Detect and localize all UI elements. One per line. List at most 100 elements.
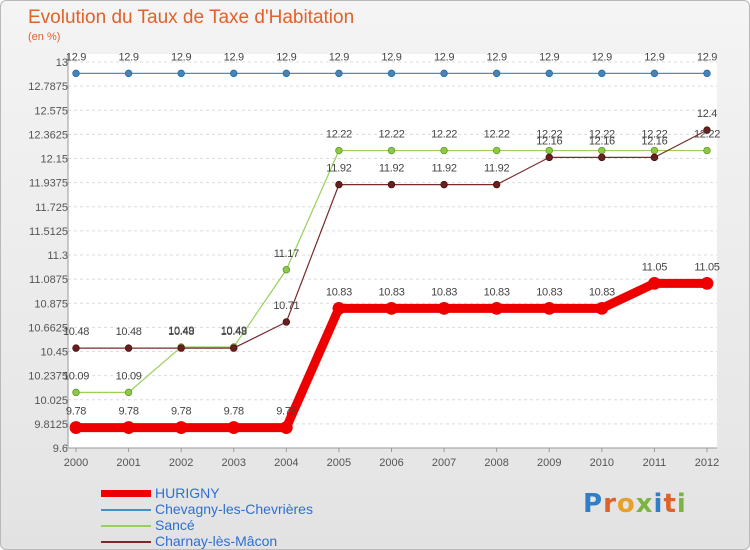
data-label-hurigny: 9.78	[224, 406, 244, 418]
data-label-charnay-les-macon: 11.92	[326, 163, 351, 175]
data-label-charnay-les-macon: 11.92	[379, 163, 404, 175]
data-point-charnay-les-macon	[124, 344, 133, 352]
data-point-hurigny	[595, 301, 609, 315]
data-point-hurigny	[69, 421, 83, 434]
logo-letter: r	[603, 489, 617, 519]
data-label-hurigny: 10.83	[589, 286, 615, 298]
y-tick-label: 11.3	[47, 250, 68, 262]
data-point-charnay-les-macon	[177, 344, 185, 352]
data-point-chevagny-les-chevrieres	[598, 69, 606, 78]
data-label-sance: 12.22	[378, 129, 404, 141]
data-point-hurigny	[122, 421, 135, 434]
logo-letter: P	[583, 489, 604, 519]
data-label-hurigny: 10.83	[326, 286, 352, 298]
data-label-hurigny: 11.05	[642, 261, 667, 273]
data-point-chevagny-les-chevrieres	[72, 69, 80, 78]
data-point-charnay-les-macon	[335, 180, 343, 189]
data-point-hurigny	[542, 301, 556, 315]
data-label-chevagny-les-chevrieres: 12.9	[171, 51, 191, 63]
data-label-charnay-les-macon: 12.16	[641, 135, 667, 147]
data-label-charnay-les-macon: 10.48	[221, 326, 247, 338]
data-point-charnay-les-macon	[598, 153, 606, 162]
data-label-hurigny: 9.78	[276, 406, 296, 418]
data-label-chevagny-les-chevrieres: 12.9	[66, 51, 86, 63]
data-label-charnay-les-macon: 10.71	[273, 300, 299, 312]
data-label-sance: 12.22	[589, 129, 615, 141]
data-label-sance: 12.22	[641, 129, 667, 141]
data-point-hurigny	[174, 421, 188, 434]
data-label-charnay-les-macon: 12.4	[697, 108, 717, 120]
data-label-chevagny-les-chevrieres: 12.9	[381, 51, 401, 63]
data-label-hurigny: 10.83	[536, 286, 562, 298]
x-tick-label: 2000	[64, 457, 88, 469]
legend-label-chevagny: Chevagny-les-Chevrières	[155, 501, 313, 517]
data-point-charnay-les-macon	[440, 180, 448, 189]
data-point-hurigny	[385, 301, 398, 315]
y-tick-label: 10.45	[40, 347, 68, 359]
x-tick-label: 2006	[379, 457, 403, 469]
data-point-sance	[72, 388, 80, 397]
data-point-charnay-les-macon	[282, 318, 291, 326]
data-label-hurigny: 10.83	[484, 286, 510, 298]
data-point-sance	[545, 146, 553, 155]
data-label-sance: 12.22	[484, 129, 510, 141]
data-label-chevagny-les-chevrieres: 12.9	[539, 51, 559, 63]
x-tick-label: 2008	[484, 457, 508, 469]
data-label-chevagny-les-chevrieres: 12.9	[224, 51, 244, 63]
y-tick-label: 10.2375	[28, 371, 68, 383]
y-tick-label: 11.5125	[29, 226, 68, 238]
y-tick-label: 12.7875	[28, 81, 68, 93]
data-label-chevagny-les-chevrieres: 12.9	[276, 51, 296, 63]
data-point-chevagny-les-chevrieres	[177, 69, 185, 78]
data-point-sance	[598, 146, 606, 155]
data-label-chevagny-les-chevrieres: 12.9	[329, 51, 349, 63]
data-point-chevagny-les-chevrieres	[282, 69, 291, 78]
x-tick-label: 2004	[274, 457, 298, 469]
data-label-charnay-les-macon: 10.48	[168, 326, 194, 338]
data-label-sance: 10.09	[116, 370, 142, 382]
y-tick-label: 12.15	[40, 154, 68, 166]
data-label-chevagny-les-chevrieres: 12.9	[697, 51, 717, 63]
data-point-chevagny-les-chevrieres	[230, 69, 238, 78]
chart-title: Evolution du Taux de Taxe d'Habitation	[28, 7, 355, 28]
logo-letter: x	[635, 489, 654, 519]
y-tick-label: 9.8125	[34, 419, 68, 431]
data-label-sance: 10.09	[63, 370, 89, 382]
legend-label-charnay: Charnay-lès-Mâcon	[155, 533, 278, 549]
data-label-charnay-les-macon: 10.48	[63, 326, 89, 338]
logo-letter: o	[616, 489, 636, 519]
data-point-chevagny-les-chevrieres	[124, 69, 133, 78]
legend-swatch-chevagny	[101, 509, 151, 511]
data-point-charnay-les-macon	[230, 344, 238, 352]
x-tick-label: 2001	[116, 457, 140, 469]
data-label-charnay-les-macon: 10.48	[116, 326, 142, 338]
data-label-chevagny-les-chevrieres: 12.9	[434, 51, 454, 63]
logo-letter: t	[663, 489, 677, 519]
y-tick-label: 11.9375	[29, 178, 68, 190]
y-tick-label: 11.0875	[29, 274, 68, 286]
y-tick-label: 11.725	[35, 202, 68, 214]
legend-label-hurigny: HURIGNY	[155, 485, 220, 501]
data-point-charnay-les-macon	[545, 153, 553, 162]
data-point-chevagny-les-chevrieres	[650, 69, 659, 78]
data-point-charnay-les-macon	[703, 126, 711, 134]
data-point-sance	[124, 388, 133, 397]
data-point-chevagny-les-chevrieres	[703, 69, 711, 78]
legend-swatch-charnay	[101, 541, 151, 543]
data-label-chevagny-les-chevrieres: 12.9	[592, 51, 612, 63]
x-tick-label: 2005	[327, 457, 351, 469]
legend-swatch-sance	[101, 525, 151, 527]
y-tick-label: 12.3625	[28, 129, 68, 141]
data-label-hurigny: 11.05	[694, 261, 719, 273]
proxiti-logo: Proxiti	[583, 489, 687, 519]
x-tick-label: 2011	[643, 457, 667, 469]
data-point-charnay-les-macon	[387, 180, 396, 189]
x-tick-label: 2009	[537, 457, 561, 469]
data-label-hurigny: 9.78	[118, 406, 138, 418]
data-label-sance: 10.49	[221, 325, 247, 337]
data-point-charnay-les-macon	[72, 344, 80, 352]
data-label-sance: 10.49	[168, 325, 194, 337]
x-tick-label: 2012	[695, 457, 719, 469]
data-point-sance	[335, 146, 343, 155]
